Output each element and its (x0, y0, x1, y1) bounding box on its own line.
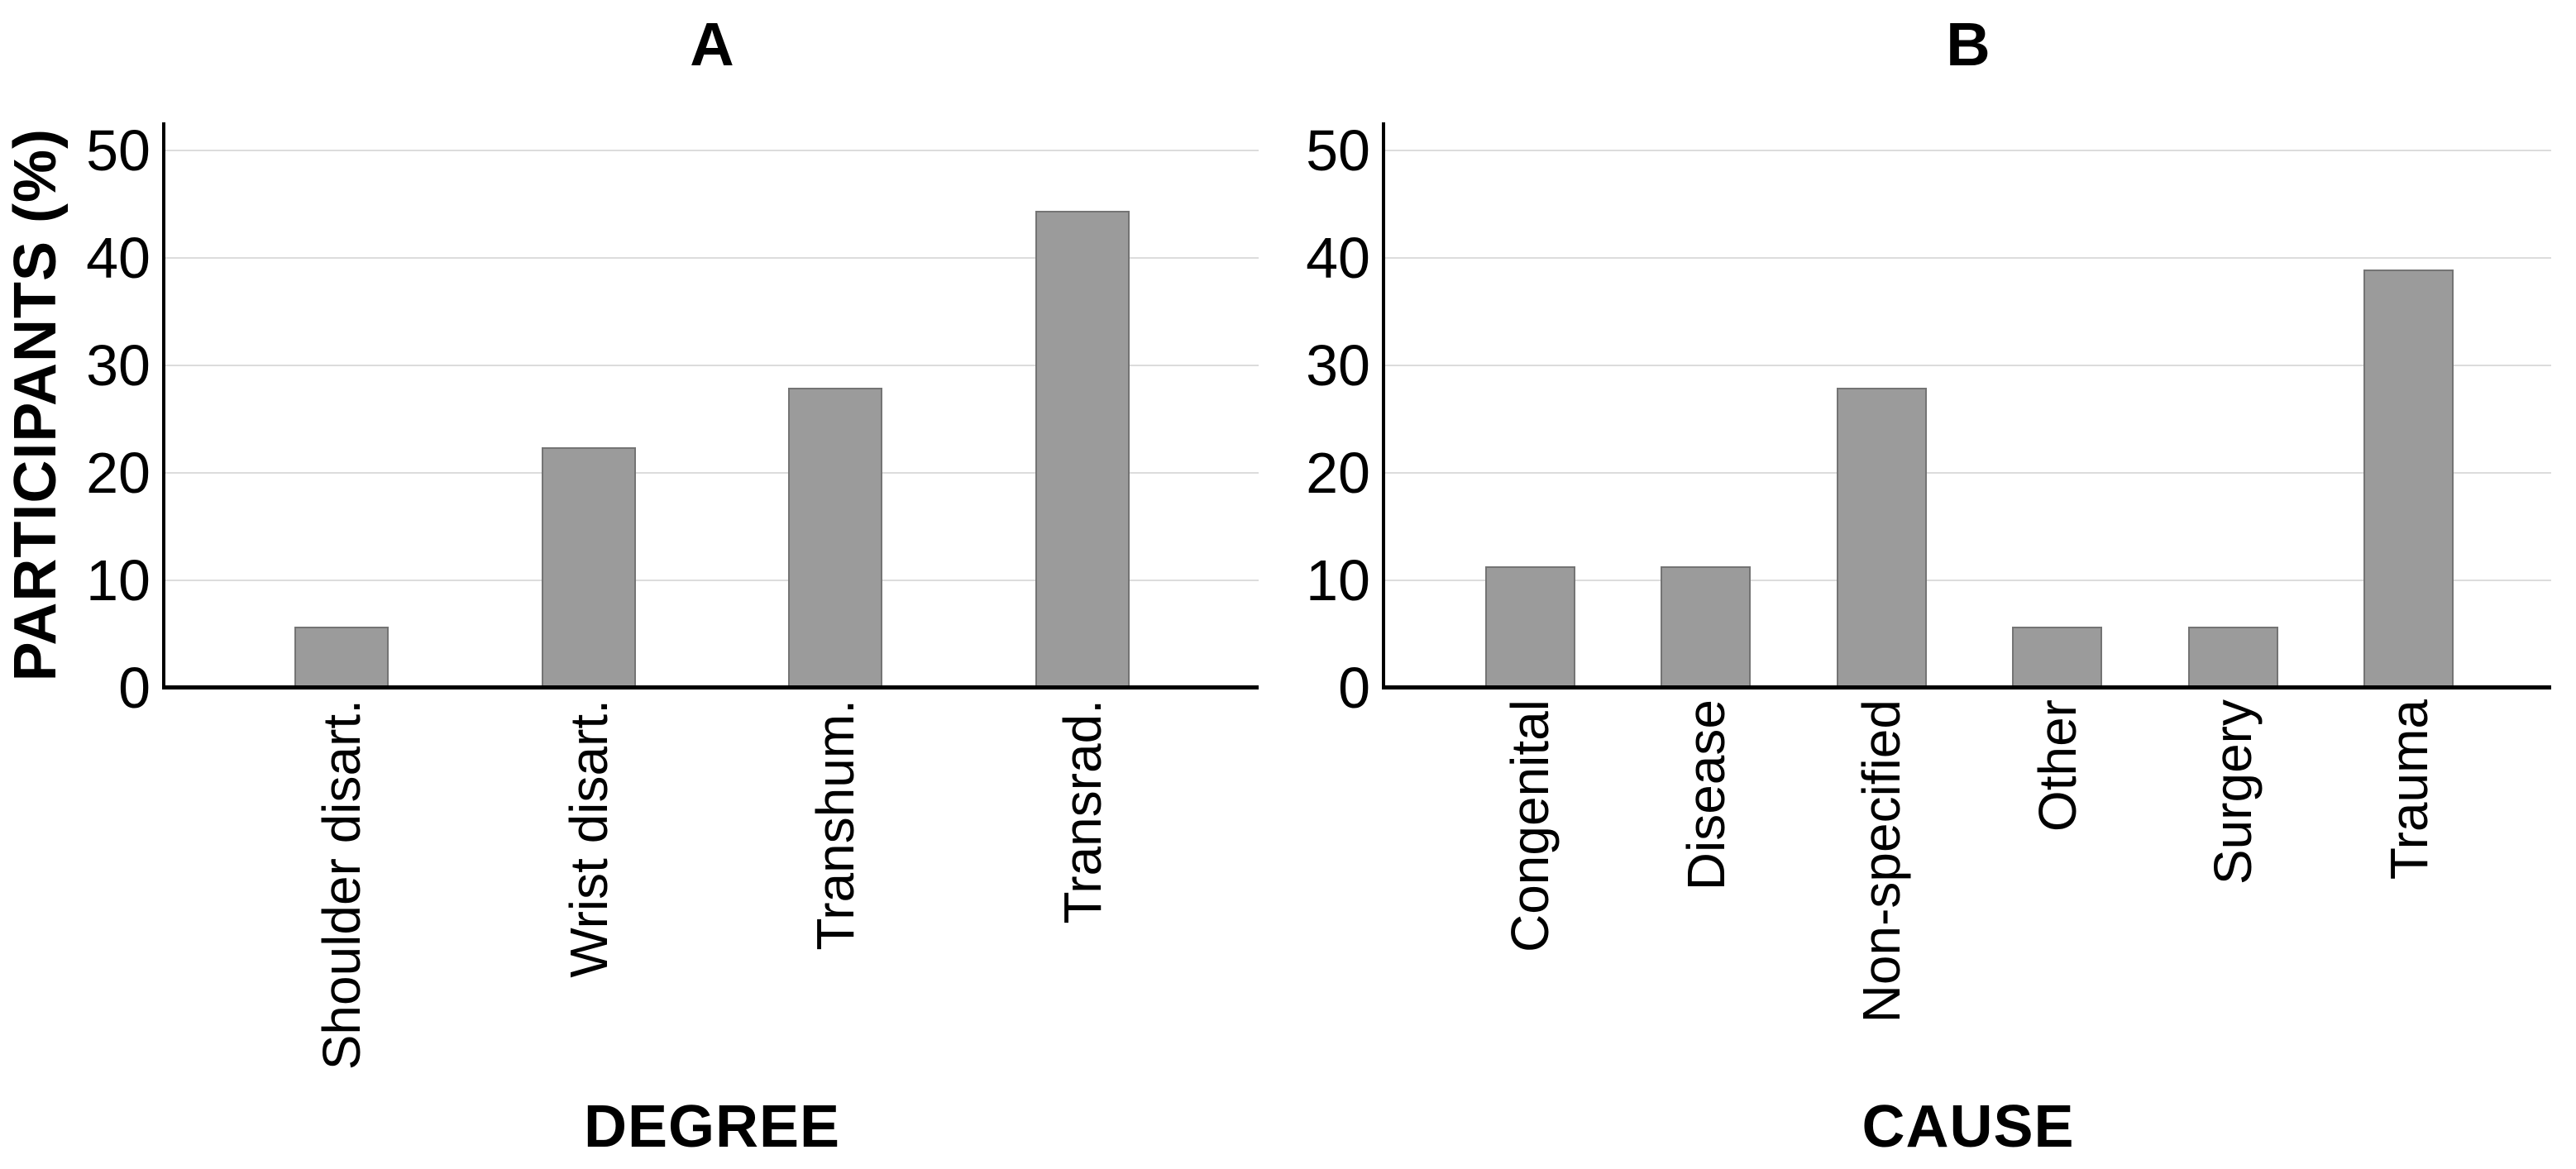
panel-a-title: A (690, 10, 734, 79)
x-category-label-trauma: Trauma (2378, 699, 2439, 880)
gridline-y20 (165, 472, 1259, 474)
x-category-label-congenital: Congenital (1500, 699, 1560, 952)
x-category-label-disease: Disease (1675, 699, 1736, 891)
y-tick-label-20: 20 (1306, 441, 1370, 505)
y-tick-label-0: 0 (118, 656, 151, 720)
panel-a-x-axis-title: DEGREE (583, 1094, 841, 1160)
gridline-y20 (1385, 472, 2551, 474)
bar-non-specified (1836, 388, 1927, 688)
x-axis-line (1382, 685, 2551, 689)
gridline-y10 (1385, 580, 2551, 581)
y-axis-line (162, 122, 165, 689)
y-tick-label-50: 50 (86, 118, 151, 183)
x-category-label-non-specified: Non-specified (1852, 699, 1911, 1023)
bar-transhum (788, 388, 883, 688)
x-category-label-transrad: Transrad. (1052, 699, 1112, 924)
y-tick-label-10: 10 (1306, 548, 1370, 613)
bar-trauma (2363, 270, 2454, 688)
y-tick-label-40: 40 (86, 226, 151, 290)
y-tick-label-20: 20 (86, 441, 151, 505)
y-tick-label-50: 50 (1306, 118, 1370, 183)
bar-surgery (2187, 626, 2278, 688)
y-tick-label-30: 30 (1306, 333, 1370, 398)
y-tick-label-30: 30 (86, 333, 151, 398)
gridline-y40 (165, 257, 1259, 259)
x-category-label-other: Other (2027, 699, 2087, 833)
x-axis-line (162, 685, 1259, 689)
x-category-label-transhum: Transhum. (805, 699, 866, 951)
y-axis-line (1382, 122, 1385, 689)
bar-shoulder-disart (294, 626, 389, 688)
y-tick-label-10: 10 (86, 548, 151, 613)
panel-b-title: B (1946, 10, 1991, 79)
x-category-label-wrist-disart: Wrist disart. (558, 699, 619, 978)
gridline-y50 (165, 150, 1259, 151)
x-category-label-surgery: Surgery (2203, 699, 2263, 885)
gridline-y50 (1385, 150, 2551, 151)
y-tick-label-40: 40 (1306, 226, 1370, 290)
panel-b-x-axis-title: CAUSE (1862, 1094, 2075, 1160)
bar-congenital (1484, 566, 1575, 688)
gridline-y10 (165, 580, 1259, 581)
gridline-y30 (165, 365, 1259, 366)
bar-wrist-disart (541, 446, 636, 688)
gridline-y30 (1385, 365, 2551, 366)
y-tick-label-0: 0 (1338, 656, 1370, 720)
bar-other (2012, 626, 2102, 688)
x-category-label-shoulder-disart: Shoulder disart. (312, 699, 371, 1071)
gridline-y40 (1385, 257, 2551, 259)
bar-disease (1661, 566, 1751, 688)
bar-transrad (1035, 210, 1130, 688)
